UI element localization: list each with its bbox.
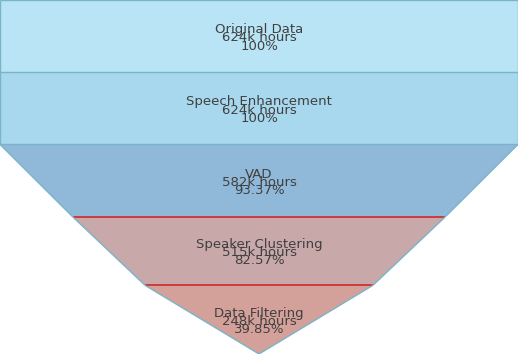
Text: 624k hours: 624k hours bbox=[222, 32, 296, 44]
Polygon shape bbox=[145, 285, 373, 354]
Polygon shape bbox=[0, 144, 518, 217]
Text: VAD: VAD bbox=[245, 168, 273, 181]
Polygon shape bbox=[0, 72, 518, 144]
Text: 39.85%: 39.85% bbox=[234, 323, 284, 336]
Text: Original Data: Original Data bbox=[215, 23, 303, 36]
Text: 515k hours: 515k hours bbox=[222, 246, 296, 259]
Text: Speaker Clustering: Speaker Clustering bbox=[196, 238, 322, 251]
Text: 93.37%: 93.37% bbox=[234, 184, 284, 197]
Text: 248k hours: 248k hours bbox=[222, 315, 296, 328]
Text: Data Filtering: Data Filtering bbox=[214, 307, 304, 320]
Text: Speech Enhancement: Speech Enhancement bbox=[186, 96, 332, 108]
Text: 582k hours: 582k hours bbox=[222, 176, 296, 189]
Text: 624k hours: 624k hours bbox=[222, 104, 296, 116]
Text: 100%: 100% bbox=[240, 112, 278, 125]
Polygon shape bbox=[0, 0, 518, 72]
Polygon shape bbox=[73, 217, 445, 285]
Text: 82.57%: 82.57% bbox=[234, 255, 284, 267]
Text: 100%: 100% bbox=[240, 40, 278, 52]
